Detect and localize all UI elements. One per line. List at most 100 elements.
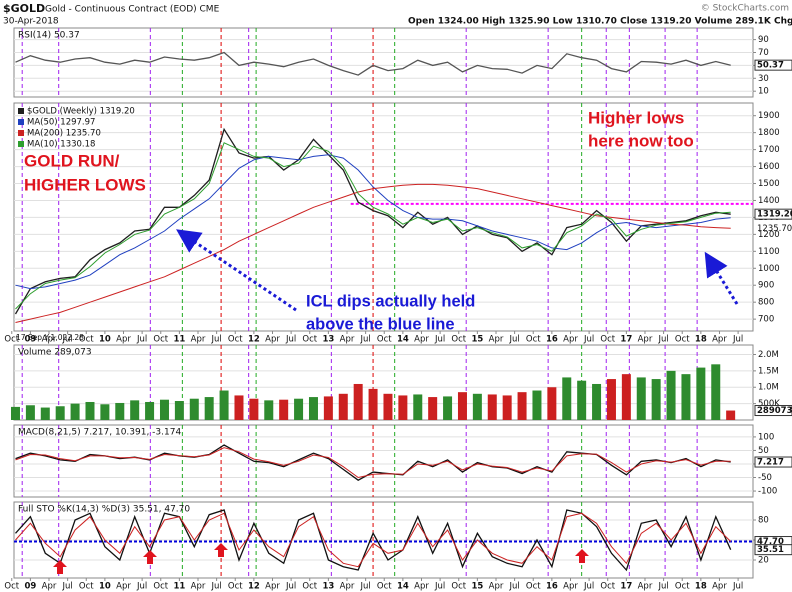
x-tick-label: Oct: [451, 582, 466, 592]
x-tick-label: Apr: [489, 582, 504, 592]
volume-bar: [219, 390, 229, 420]
x-tick-label: Oct: [377, 335, 392, 345]
x-tick-label: Jul: [136, 335, 147, 345]
volume-bar: [651, 379, 661, 420]
y-tick-label: 100: [758, 432, 774, 442]
volume-bar: [234, 395, 244, 420]
y-tick-label: 10: [758, 87, 769, 97]
x-tick-label: Apr: [191, 335, 206, 345]
volume-bar: [517, 392, 527, 420]
up-arrow: [143, 550, 157, 564]
x-tick-label: 14: [397, 335, 409, 345]
y-tick-label: -100: [758, 487, 777, 497]
volume-bar: [145, 401, 155, 420]
volume-bar: [55, 406, 65, 420]
source: © StockCharts.com: [701, 4, 789, 14]
x-tick-label: Jul: [62, 335, 73, 345]
volume-bar: [532, 390, 542, 420]
x-tick-label: Oct: [526, 582, 541, 592]
x-tick-label: Apr: [414, 335, 429, 345]
legend-label: $GOLD (Weekly) 1319.20: [27, 107, 135, 117]
x-tick-label: 16: [546, 582, 558, 592]
annotation: ICL dips actually held: [306, 292, 475, 310]
y-tick-label: 1000: [758, 264, 780, 274]
volume-bar: [383, 393, 393, 420]
value-label-box: [754, 405, 792, 417]
y-tick-label: 700: [758, 315, 774, 325]
volume-bar: [323, 396, 333, 420]
volume-bar: [294, 398, 304, 420]
x-tick-label: Oct: [377, 582, 392, 592]
y-tick-label: 50: [758, 446, 769, 456]
x-tick-label: Oct: [4, 582, 19, 592]
x-tick-label: Jul: [732, 582, 743, 592]
volume-bar: [547, 387, 557, 420]
x-tick-label: Apr: [489, 335, 504, 345]
x-tick-label: Oct: [302, 335, 317, 345]
volume-bar: [338, 393, 348, 420]
series-line: [15, 447, 731, 479]
volume-bar: [502, 395, 512, 420]
x-tick-label: Apr: [191, 582, 206, 592]
volume-bar: [10, 406, 20, 420]
x-tick-label: Oct: [228, 335, 243, 345]
x-tick-label: Jul: [285, 582, 296, 592]
y-tick-label: 800: [758, 298, 774, 308]
x-tick-label: Oct: [228, 582, 243, 592]
x-tick-label: Jul: [359, 335, 370, 345]
x-tick-label: 10: [99, 335, 111, 345]
volume-bar: [100, 404, 110, 420]
value-label-box: [754, 208, 792, 220]
y-tick-label: 1600: [758, 162, 780, 172]
x-tick-label: 13: [322, 335, 334, 345]
x-tick-label: 18: [695, 582, 707, 592]
series-line: [15, 512, 732, 568]
arrow: [176, 229, 297, 312]
value-label: 50.37: [757, 61, 784, 71]
date: 30-Apr-2018: [3, 17, 59, 27]
volume-bar: [428, 397, 438, 420]
volume-bar: [726, 410, 736, 420]
y-tick-label: 1400: [758, 196, 780, 206]
annotation: 17 Sep Y:1,022.28: [16, 333, 84, 342]
y-tick-label: 2.0M: [758, 350, 779, 360]
volume-bar: [636, 377, 646, 420]
value-label: 35.51: [757, 545, 784, 555]
legend-swatch: [18, 141, 24, 147]
x-tick-label: Apr: [563, 582, 578, 592]
volume-bar: [413, 394, 423, 420]
volume-bar: [472, 393, 482, 420]
x-tick-label: 12: [248, 582, 260, 592]
instrument-name: Gold - Continuous Contract (EOD) CME: [45, 5, 220, 15]
x-tick-label: 15: [471, 335, 483, 345]
x-tick-label: Apr: [265, 582, 280, 592]
x-tick-label: Jul: [583, 582, 594, 592]
x-tick-label: Apr: [265, 335, 280, 345]
series-line: [15, 154, 731, 290]
y-tick-label: 1.0M: [758, 383, 779, 393]
volume-bar: [353, 383, 363, 420]
x-tick-label: Apr: [340, 582, 355, 592]
volume-bar: [130, 400, 140, 420]
y-tick-label: 1100: [758, 247, 780, 257]
legend-swatch: [18, 108, 24, 114]
annotation: here now too: [588, 131, 694, 150]
legend-label: MA(10) 1330.18: [27, 140, 95, 150]
volume-bar: [308, 397, 318, 420]
up-arrow: [575, 549, 589, 563]
volume-bar: [174, 401, 184, 420]
series-line: [15, 142, 731, 310]
x-tick-label: Jul: [136, 582, 147, 592]
x-tick-label: Apr: [563, 335, 578, 345]
x-tick-label: 11: [173, 582, 185, 592]
x-tick-label: 18: [695, 335, 707, 345]
x-tick-label: 17: [620, 582, 632, 592]
y-tick-label: 1800: [758, 128, 780, 138]
volume-bar: [159, 399, 169, 420]
x-tick-label: Oct: [526, 335, 541, 345]
volume-bar: [681, 374, 691, 420]
x-tick-label: Oct: [153, 582, 168, 592]
x-tick-label: Jul: [583, 335, 594, 345]
value-label: 1319.20: [757, 210, 792, 220]
x-tick-label: Apr: [340, 335, 355, 345]
